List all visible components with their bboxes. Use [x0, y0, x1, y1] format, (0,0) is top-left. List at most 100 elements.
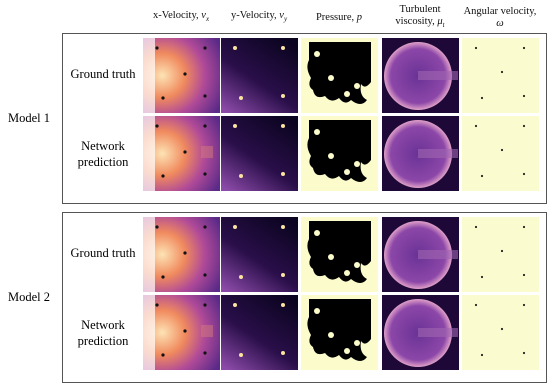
field-image	[301, 295, 378, 370]
image-shape	[161, 174, 165, 178]
model-label: Model 1	[7, 111, 50, 125]
image-shape	[155, 225, 159, 229]
image-shape	[307, 42, 371, 104]
image-shape	[474, 46, 478, 50]
image-shape	[344, 348, 350, 354]
header-symbol: v	[279, 10, 284, 22]
image-shape	[314, 51, 320, 57]
column-header: x-Velocity, vx	[141, 2, 221, 34]
image-shape	[201, 146, 213, 158]
image-shape	[155, 124, 159, 128]
image-shape	[418, 149, 458, 158]
image-shape	[183, 251, 187, 255]
header-subscript: y	[283, 15, 288, 24]
image-shape	[474, 124, 478, 128]
image-shape	[500, 249, 504, 253]
image-shape	[500, 327, 504, 331]
image-shape	[239, 96, 243, 100]
image-cell	[301, 116, 378, 191]
field-image	[143, 295, 220, 370]
image-shape	[354, 161, 360, 167]
image-shape	[281, 225, 285, 229]
image-shape	[418, 250, 458, 259]
field-image	[462, 217, 539, 292]
image-shape	[233, 46, 237, 50]
header-text-group: Angular velocity, ω	[460, 6, 540, 30]
model-label: Model 2	[7, 290, 50, 304]
field-image	[143, 116, 220, 191]
image-shape	[480, 275, 484, 279]
image-cell	[382, 116, 459, 191]
image-shape	[462, 38, 539, 113]
image-shape	[161, 96, 165, 100]
header-symbol: p	[356, 12, 363, 23]
image-shape	[143, 217, 220, 292]
field-image	[221, 295, 298, 370]
image-cell	[301, 38, 378, 113]
row-label: Ground truth	[70, 67, 136, 81]
header-text: Pressure,	[315, 12, 355, 23]
image-shape	[183, 329, 187, 333]
image-shape	[314, 230, 320, 236]
field-image	[301, 38, 378, 113]
row-label: Network prediction	[77, 139, 129, 169]
image-shape	[281, 94, 285, 98]
image-shape	[155, 46, 159, 50]
image-shape	[203, 172, 207, 176]
header-symbol: v	[201, 10, 206, 22]
model-box	[62, 33, 547, 204]
image-shape	[281, 46, 285, 50]
image-shape	[522, 225, 526, 229]
image-cell	[143, 217, 220, 292]
field-image	[462, 295, 539, 370]
field-image	[462, 38, 539, 113]
field-image	[221, 116, 298, 191]
image-shape	[344, 169, 350, 175]
field-image	[382, 116, 459, 191]
image-shape	[474, 303, 478, 307]
header-text-group: Turbulent viscosity, μt	[380, 4, 460, 31]
image-shape	[500, 148, 504, 152]
header-text-group: x-Velocity, vx	[153, 10, 209, 25]
image-shape	[143, 217, 155, 292]
image-shape	[480, 96, 484, 100]
image-shape	[500, 70, 504, 74]
image-shape	[239, 174, 243, 178]
image-shape	[233, 124, 237, 128]
header-subscript: t	[442, 21, 445, 30]
image-shape	[328, 332, 334, 338]
image-shape	[314, 129, 320, 135]
image-cell	[382, 38, 459, 113]
image-shape	[161, 353, 165, 357]
image-shape	[281, 303, 285, 307]
image-shape	[221, 116, 298, 191]
header-text: y-Velocity,	[230, 10, 277, 22]
image-shape	[203, 46, 207, 50]
image-shape	[462, 116, 539, 191]
image-cell	[143, 38, 220, 113]
image-shape	[203, 225, 207, 229]
image-shape	[203, 351, 207, 355]
header-text: x-Velocity,	[152, 10, 199, 22]
image-cell	[221, 217, 298, 292]
header-symbol: μ	[437, 16, 443, 28]
header-text-group: Pressure, p	[316, 12, 362, 24]
image-shape	[143, 38, 155, 113]
image-shape	[418, 71, 458, 80]
image-shape	[233, 225, 237, 229]
image-shape	[307, 221, 371, 283]
image-shape	[281, 124, 285, 128]
image-cell	[462, 295, 539, 370]
image-shape	[522, 124, 526, 128]
image-shape	[480, 174, 484, 178]
image-shape	[221, 217, 298, 292]
image-shape	[281, 172, 285, 176]
image-shape	[143, 38, 220, 113]
field-image	[143, 217, 220, 292]
image-shape	[239, 353, 243, 357]
image-shape	[522, 172, 526, 176]
column-header: Pressure, p	[299, 2, 379, 34]
image-shape	[344, 91, 350, 97]
image-cell	[382, 295, 459, 370]
